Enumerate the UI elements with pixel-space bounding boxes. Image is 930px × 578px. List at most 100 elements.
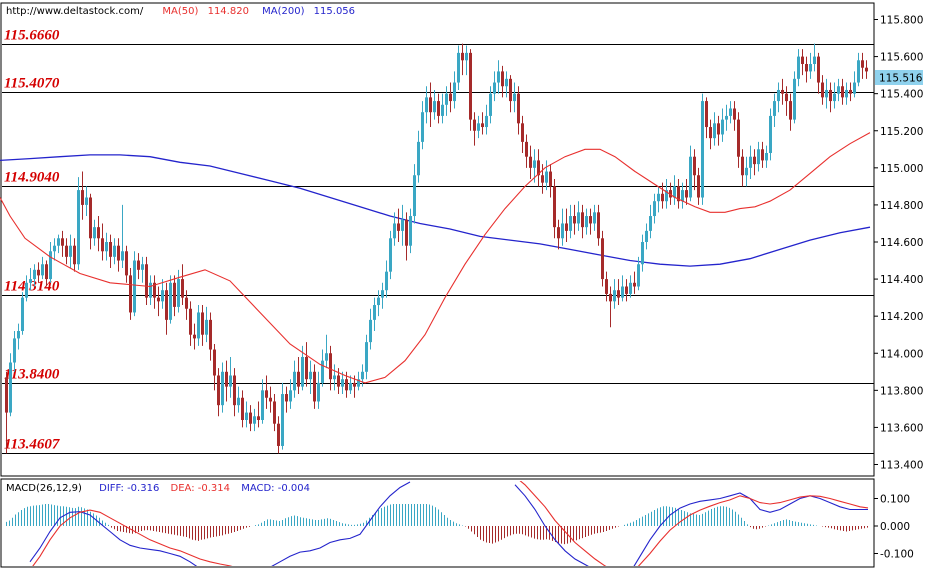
candle-body [821, 82, 824, 98]
macd-axis: 0.100 0.000 -0.100 [874, 494, 914, 561]
candle-body [545, 171, 548, 183]
candle-body [341, 379, 344, 387]
ma50-path [0, 132, 871, 384]
candle-body [633, 282, 636, 287]
candle-body [197, 312, 200, 339]
ma200-path [0, 154, 871, 267]
candle-body [317, 382, 320, 402]
candle-body [333, 375, 336, 380]
candle-body [301, 356, 304, 387]
candle-body [773, 101, 776, 116]
macd-tick-label: 0.000 [880, 521, 910, 533]
candle-body [413, 175, 416, 217]
price-tick-label: 113.800 [880, 385, 923, 397]
candle-body [657, 193, 660, 202]
macd-label: MACD(26,12,9) [6, 483, 82, 494]
candle-body [693, 156, 696, 176]
candle-body [845, 89, 848, 98]
candle-body [813, 56, 816, 64]
candle-body [769, 115, 772, 153]
candle-body [193, 334, 196, 339]
macd-diff-line [514, 484, 589, 566]
candle-body [573, 216, 576, 224]
candle-body [181, 279, 184, 298]
level-label: 115.4070 [4, 76, 60, 92]
candle-body [293, 371, 296, 391]
candle-body [121, 251, 124, 261]
candle-body [521, 123, 524, 142]
price-tick-label: 115.200 [880, 126, 923, 138]
dea-label: DEA: [171, 483, 195, 494]
candles [5, 43, 868, 454]
candle-body [717, 123, 720, 135]
candle-body [33, 269, 36, 280]
candle-body [653, 201, 656, 217]
candle-body [753, 156, 756, 165]
candle-body [513, 93, 516, 102]
candle-body [45, 264, 48, 280]
candle-body [201, 312, 204, 335]
candle-body [85, 197, 88, 205]
ma50-label: MA(50) [162, 6, 198, 17]
candle-body [745, 167, 748, 176]
candle-body [437, 101, 440, 116]
candle-body [797, 56, 800, 79]
candle-body [385, 271, 388, 291]
candle-body [493, 82, 496, 94]
candle-body [417, 141, 420, 176]
level-label: 114.3140 [4, 279, 60, 295]
candle-body [625, 286, 628, 294]
candle-body [441, 104, 444, 116]
candle-body [709, 127, 712, 139]
candle-body [421, 112, 424, 142]
candle-body [789, 101, 792, 120]
candle-body [357, 379, 360, 387]
candle-body [833, 93, 836, 102]
candle-body [705, 101, 708, 128]
candle-body [569, 216, 572, 231]
candle-body [669, 190, 672, 198]
candle-body [289, 390, 292, 402]
ma200-value: 115.056 [314, 6, 355, 17]
price-tick-label: 114.000 [880, 348, 923, 360]
candle-body [477, 123, 480, 131]
candle-body [329, 353, 332, 380]
candle-body [525, 141, 528, 157]
candle-body [297, 371, 300, 387]
candle-body [645, 230, 648, 242]
candle-body [165, 290, 168, 320]
candle-body [557, 227, 560, 239]
macd-value-label: MACD: [241, 483, 274, 494]
ma200-label: MA(200) [262, 6, 304, 17]
candle-body [801, 56, 804, 64]
candle-body [857, 60, 860, 83]
candle-body [81, 190, 84, 205]
candle-body [565, 223, 568, 231]
ma50-line [0, 132, 871, 384]
candle-body [517, 93, 520, 124]
candle-body [605, 279, 608, 294]
price-tick-label: 114.200 [880, 311, 923, 323]
candle-body [733, 108, 736, 120]
candle-body [681, 190, 684, 202]
macd-panel-frame [0, 478, 875, 568]
macd-tick-label: 0.100 [880, 494, 910, 506]
candle-body [749, 156, 752, 168]
candle-body [849, 89, 852, 94]
candle-body [853, 82, 856, 94]
candle-body [277, 423, 280, 446]
candle-body [173, 282, 176, 307]
price-tick-label: 113.400 [880, 460, 923, 472]
candle-body [629, 282, 632, 294]
level-label: 113.4607 [4, 437, 60, 453]
candle-body [73, 245, 76, 265]
candle-body [233, 375, 236, 406]
candle-body [649, 216, 652, 231]
candle-body [497, 71, 500, 83]
candle-body [817, 56, 820, 83]
candle-body [537, 160, 540, 176]
candle-body [697, 175, 700, 198]
macd-plot [6, 481, 869, 566]
candle-body [721, 119, 724, 135]
